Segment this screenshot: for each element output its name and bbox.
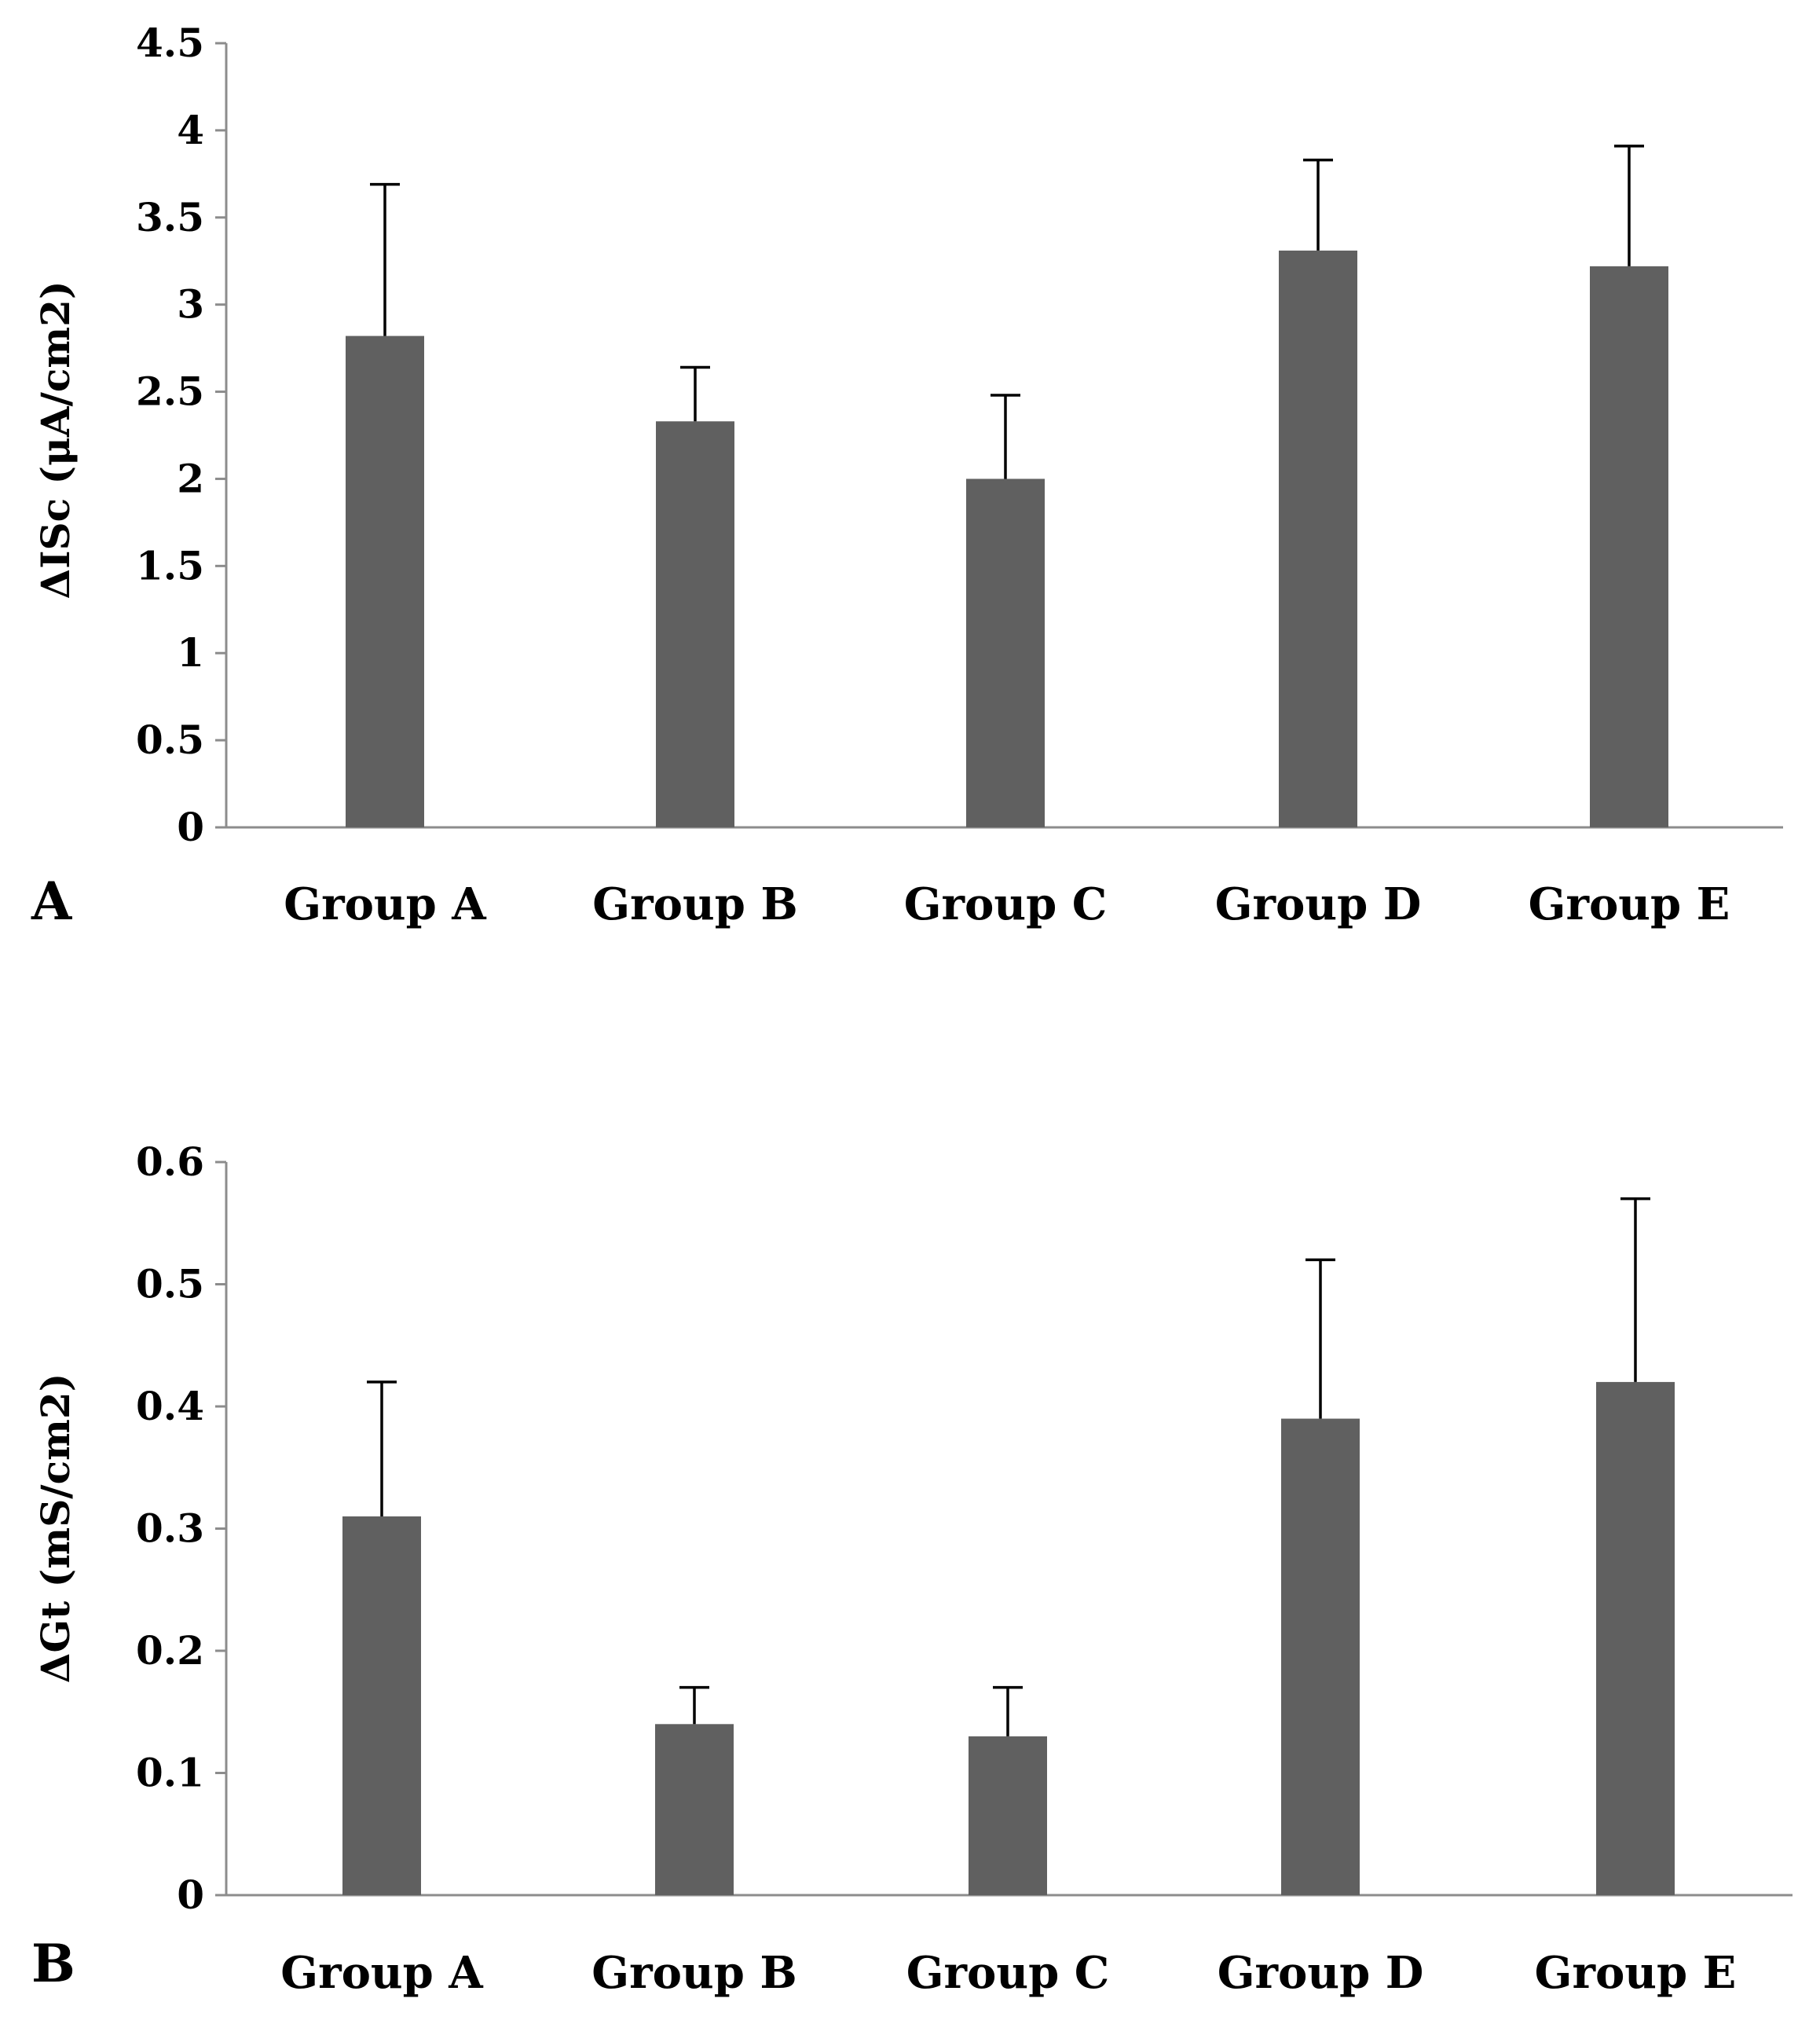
x-tick-label: Group C (906, 1947, 1110, 1999)
bar (1590, 266, 1668, 827)
panel-label-b: B (31, 1933, 75, 1994)
y-tick-label: 0.5 (136, 1261, 204, 1307)
y-ticks-b: 0 0.1 0.2 0.3 0.4 0.5 0.6 (136, 1138, 226, 1918)
x-tick-labels-a: Group A Group B Group C Group D Group E (284, 878, 1730, 930)
y-axis-label-a: ΔISc (μA/cm2) (32, 280, 79, 599)
bar (342, 1516, 421, 1895)
x-tick-label: Group A (284, 878, 487, 930)
y-tick-label: 4.5 (136, 20, 204, 66)
y-tick-label: 0.4 (136, 1383, 204, 1429)
bar (656, 421, 734, 827)
bar (346, 336, 424, 827)
x-tick-label: Group E (1535, 1947, 1737, 1999)
x-tick-label: Group C (904, 878, 1108, 930)
y-tick-label: 2 (177, 455, 204, 501)
bars-b (342, 1381, 1675, 1895)
y-tick-label: 0 (177, 1872, 204, 1918)
panel-label-a: A (31, 871, 72, 932)
x-tick-label: Group B (591, 1947, 796, 1999)
y-axis-label-b: ΔGt (mS/cm2) (32, 1373, 79, 1684)
x-tick-label: Group D (1215, 878, 1422, 930)
y-tick-label: 4 (177, 107, 204, 153)
y-tick-label: 0.6 (136, 1138, 204, 1185)
y-tick-label: 0.2 (136, 1627, 204, 1674)
bar (1281, 1418, 1360, 1895)
error-bars-a (370, 145, 1644, 479)
x-tick-label: Group E (1529, 878, 1730, 930)
y-tick-label: 2.5 (136, 368, 204, 415)
y-tick-label: 0 (177, 804, 204, 850)
x-tick-label: Group B (592, 878, 797, 930)
error-bars-b (367, 1197, 1650, 1736)
y-ticks-a: 0 0.5 1 1.5 2 2.5 3 3.5 4 4.5 (136, 20, 226, 850)
x-tick-labels-b: Group A Group B Group C Group D Group E (280, 1947, 1736, 1999)
y-tick-label: 3.5 (136, 194, 204, 240)
bar (655, 1724, 734, 1895)
chart-panel-a: A ΔISc (μA/cm2) 0 0.5 1 1.5 2 2.5 3 3.5 4 4.5 Gro… (31, 20, 1783, 932)
bar (966, 478, 1045, 827)
y-tick-label: 3 (177, 281, 204, 328)
bars-a (346, 250, 1668, 828)
y-tick-label: 0.3 (136, 1505, 204, 1552)
chart-panel-b: B ΔGt (mS/cm2) 0 0.1 0.2 0.3 0.4 0.5 0.6 Group… (31, 1138, 1793, 1999)
bar (1279, 250, 1357, 828)
y-tick-label: 0.5 (136, 717, 204, 763)
bar (1596, 1381, 1675, 1895)
x-tick-label: Group A (280, 1947, 484, 1999)
x-tick-label: Group D (1218, 1947, 1424, 1999)
bar (969, 1736, 1047, 1895)
y-tick-label: 0.1 (136, 1750, 204, 1796)
y-tick-label: 1 (177, 629, 204, 676)
y-tick-label: 1.5 (136, 542, 204, 588)
